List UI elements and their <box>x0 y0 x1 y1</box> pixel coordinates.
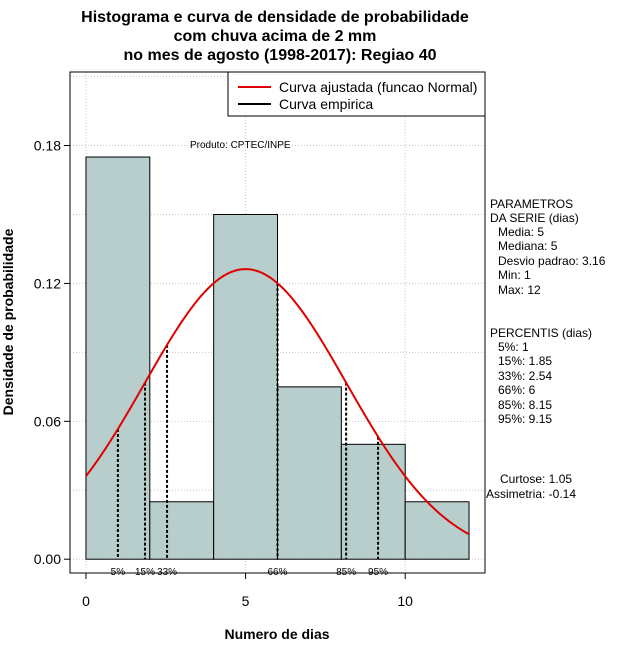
chart-title-line-2: com chuva acima de 2 mm <box>174 28 377 45</box>
y-axis-label: Densidade de probabilidade <box>0 228 16 415</box>
percentile-labels: 5% 15% 33% 66% 85% 95% <box>111 567 389 578</box>
percentiles-title: PERCENTIS (dias) <box>490 326 592 340</box>
percentile-95: 95%: 9.15 <box>498 412 552 426</box>
legend-box <box>227 71 486 117</box>
legend-empirical-label: Curva empirica <box>279 96 373 112</box>
product-credit: Produto: CPTEC/INPE <box>190 140 291 151</box>
parameters-title-2: DA SERIE (dias) <box>490 211 579 225</box>
y-tick-label-1: 0.06 <box>34 413 61 429</box>
percentile-85: 85%: 8.15 <box>498 398 552 412</box>
x-tick-label-2: 10 <box>397 593 413 609</box>
histogram-bars <box>85 156 470 560</box>
x-axis: 0 5 10 <box>82 572 413 609</box>
param-median: Mediana: 5 <box>498 239 558 253</box>
histogram-bar-4 <box>340 443 406 560</box>
percentile-5: 5%: 1 <box>498 340 529 354</box>
percentiles-block: PERCENTIS (dias) 5%: 1 15%: 1.85 33%: 2.… <box>490 326 592 426</box>
histogram-bar-3 <box>277 386 342 560</box>
legend: Curva ajustada (funcao Normal) Curva emp… <box>227 71 486 117</box>
series-parameters: PARAMETROS DA SERIE (dias) Media: 5 Medi… <box>490 197 606 297</box>
percentile-label-0: 5% <box>111 567 126 578</box>
y-tick-label-0: 0.00 <box>34 551 61 567</box>
x-axis-label: Numero de dias <box>224 626 329 642</box>
param-max: Max: 12 <box>498 283 541 297</box>
percentile-15: 15%: 1.85 <box>498 354 552 368</box>
histogram-bar-2 <box>213 213 278 560</box>
histogram-bar-0 <box>85 156 151 560</box>
chart-title-line-3: no mes de agosto (1998-2017): Regiao 40 <box>124 47 437 64</box>
percentile-label-2: 33% <box>157 567 177 578</box>
percentile-label-1: 15% <box>135 567 155 578</box>
percentile-lines <box>116 283 380 560</box>
percentile-label-5: 95% <box>368 567 388 578</box>
param-min: Min: 1 <box>498 268 531 282</box>
percentile-33: 33%: 2.54 <box>498 369 552 383</box>
param-stddev: Desvio padrao: 3.16 <box>498 254 606 268</box>
x-tick-label-1: 5 <box>242 593 250 609</box>
parameters-title-1: PARAMETROS <box>490 197 573 211</box>
chart-title-line-1: Histograma e curva de densidade de proba… <box>81 9 469 26</box>
kurtosis: Curtose: 1.05 <box>500 472 572 486</box>
y-tick-label-3: 0.18 <box>34 138 61 154</box>
param-mean: Media: 5 <box>498 225 544 239</box>
y-axis: 0.00 0.06 0.12 0.18 <box>34 138 71 567</box>
y-tick-label-2: 0.12 <box>34 275 61 291</box>
histogram-bar-1 <box>149 501 215 560</box>
fitted-normal-curve <box>85 268 470 536</box>
skewness: Assimetria: -0.14 <box>486 487 576 501</box>
legend-fit-label: Curva ajustada (funcao Normal) <box>279 79 477 95</box>
percentile-label-3: 66% <box>267 567 287 578</box>
x-tick-label-0: 0 <box>82 593 90 609</box>
percentile-label-4: 85% <box>336 567 356 578</box>
percentile-66: 66%: 6 <box>498 383 536 397</box>
